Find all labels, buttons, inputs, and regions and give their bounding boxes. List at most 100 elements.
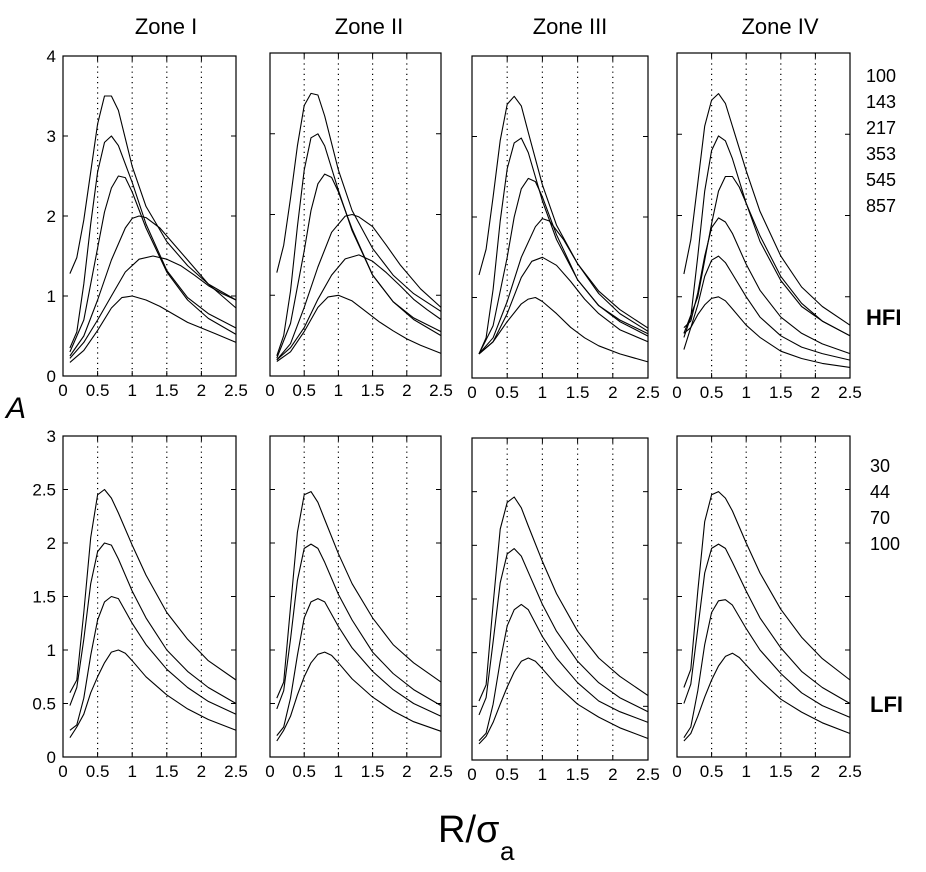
x-tick-label: 2.5	[636, 383, 660, 402]
series-line-857	[478, 296, 649, 363]
series-line-353	[276, 213, 442, 361]
x-tick-label: 0	[672, 762, 681, 781]
panel-hfi-zone-1: 0 0.5 1 1.5 2 2.5 0 1 2 3 4	[47, 47, 248, 400]
x-tick-label: 2.5	[224, 381, 248, 400]
series-line-857	[276, 294, 442, 362]
series-line-545	[683, 255, 851, 361]
zone-title-1: Zone I	[135, 14, 197, 39]
x-tick-label: 1	[538, 765, 547, 784]
series-line-100	[478, 95, 649, 329]
series-line-100	[478, 657, 649, 745]
x-tick-label: 2	[811, 383, 820, 402]
x-tick-label: 0.5	[495, 765, 519, 784]
x-tick-label: 1.5	[361, 381, 385, 400]
x-tick-label: 2.5	[838, 762, 862, 781]
series-line-217	[478, 177, 649, 355]
series-line-217	[683, 175, 851, 337]
axes-frame	[676, 52, 851, 379]
series-line-100	[276, 651, 442, 742]
legend-hfi-5: 545	[866, 170, 896, 190]
legend-lfi-2: 44	[870, 482, 890, 502]
series-line-30	[69, 488, 237, 694]
x-tick-label: 0	[58, 762, 67, 781]
x-tick-label: 1	[741, 762, 750, 781]
x-tick-label: 1.5	[361, 762, 385, 781]
series-line-100	[683, 93, 851, 326]
axes-frame	[471, 55, 649, 379]
panel-hfi-zone-2: 0 0.5 1 1.5 2 2.5	[265, 52, 453, 400]
x-axis-label-subscript: a	[500, 836, 515, 866]
legend-lfi: 30 44 70 100 LFI	[870, 456, 903, 717]
y-tick-label: 4	[47, 47, 56, 66]
series-line-545	[276, 254, 442, 361]
x-tick-label: 2	[197, 381, 206, 400]
x-tick-label: 1.5	[155, 762, 179, 781]
legend-lfi-3: 70	[870, 508, 890, 528]
x-tick-label: 2.5	[224, 762, 248, 781]
x-tick-label: 1.5	[155, 381, 179, 400]
panel-hfi-zone-3: 0 0.5 1 1.5 2 2.5	[467, 55, 660, 402]
x-tick-label: 1	[334, 381, 343, 400]
x-tick-label: 0	[58, 381, 67, 400]
series-line-143	[478, 137, 649, 355]
y-tick-label: 0	[47, 748, 56, 767]
panel-hfi-zone-4: 0 0.5 1 1.5 2 2.5	[672, 52, 862, 402]
panels: 0 0.5 1 1.5 2 2.5 0 1 2 3 4 0 0.5 1 1.5 2 2.5 0 0.5 1 1.5 2 2.…	[32, 47, 861, 784]
legend-hfi: 100 143 217 353 545 857 HFI	[866, 66, 901, 330]
x-tick-label: 1	[127, 381, 136, 400]
x-tick-label: 1	[127, 762, 136, 781]
legend-hfi-3: 217	[866, 118, 896, 138]
series-line-100	[276, 92, 442, 312]
panel-lfi-zone-3: 0 0.5 1 1.5 2 2.5	[467, 437, 660, 784]
series-line-100	[69, 649, 237, 738]
series-line-100	[69, 95, 237, 301]
series-line-857	[69, 295, 237, 363]
zone-titles: Zone I Zone II Zone III Zone IV	[135, 14, 819, 39]
x-tick-label: 1	[741, 383, 750, 402]
legend-hfi-4: 353	[866, 144, 896, 164]
x-tick-label: 1.5	[566, 765, 590, 784]
y-tick-label: 3	[47, 127, 56, 146]
axes-frame	[269, 52, 442, 377]
zone-title-3: Zone III	[533, 14, 608, 39]
series-line-44	[683, 543, 851, 704]
x-tick-label: 2	[402, 762, 411, 781]
y-tick-label: 3	[47, 427, 56, 446]
x-tick-label: 1	[334, 762, 343, 781]
x-tick-label: 2.5	[636, 765, 660, 784]
panel-lfi-zone-1: 0 0.5 1 1.5 2 2.5 0 0.5 1 1.5 2 2.5 3	[32, 427, 247, 781]
series-line-70	[683, 599, 851, 738]
legend-lfi-4: 100	[870, 534, 900, 554]
series-line-143	[683, 135, 851, 338]
series-line-217	[69, 175, 237, 353]
series-line-30	[276, 491, 442, 699]
series-line-143	[69, 135, 237, 349]
legend-hfi-2: 143	[866, 92, 896, 112]
series-line-100	[683, 652, 851, 742]
x-tick-label: 0.5	[292, 381, 316, 400]
series-line-545	[69, 255, 237, 359]
x-tick-label: 1.5	[769, 383, 793, 402]
x-tick-label: 0.5	[700, 762, 724, 781]
x-tick-label: 2.5	[429, 381, 453, 400]
series-line-44	[478, 548, 649, 716]
x-tick-label: 1.5	[769, 762, 793, 781]
y-tick-label: 2.5	[32, 481, 56, 500]
x-tick-label: 2	[608, 383, 617, 402]
y-axis-label: A	[4, 392, 26, 425]
x-tick-label: 0.5	[86, 381, 110, 400]
group-label-lfi: LFI	[870, 692, 903, 717]
group-label-hfi: HFI	[866, 305, 901, 330]
axes-frame	[676, 435, 851, 758]
x-tick-label: 0	[467, 765, 476, 784]
y-tick-label: 1	[47, 287, 56, 306]
series-line-353	[69, 215, 237, 357]
series-line-44	[69, 542, 237, 706]
series-line-44	[276, 543, 442, 710]
x-tick-label: 0	[265, 381, 274, 400]
x-tick-label: 0.5	[86, 762, 110, 781]
x-tick-label: 2	[608, 765, 617, 784]
y-tick-label: 2	[47, 207, 56, 226]
x-axis-label-main: R/σ	[438, 809, 499, 851]
